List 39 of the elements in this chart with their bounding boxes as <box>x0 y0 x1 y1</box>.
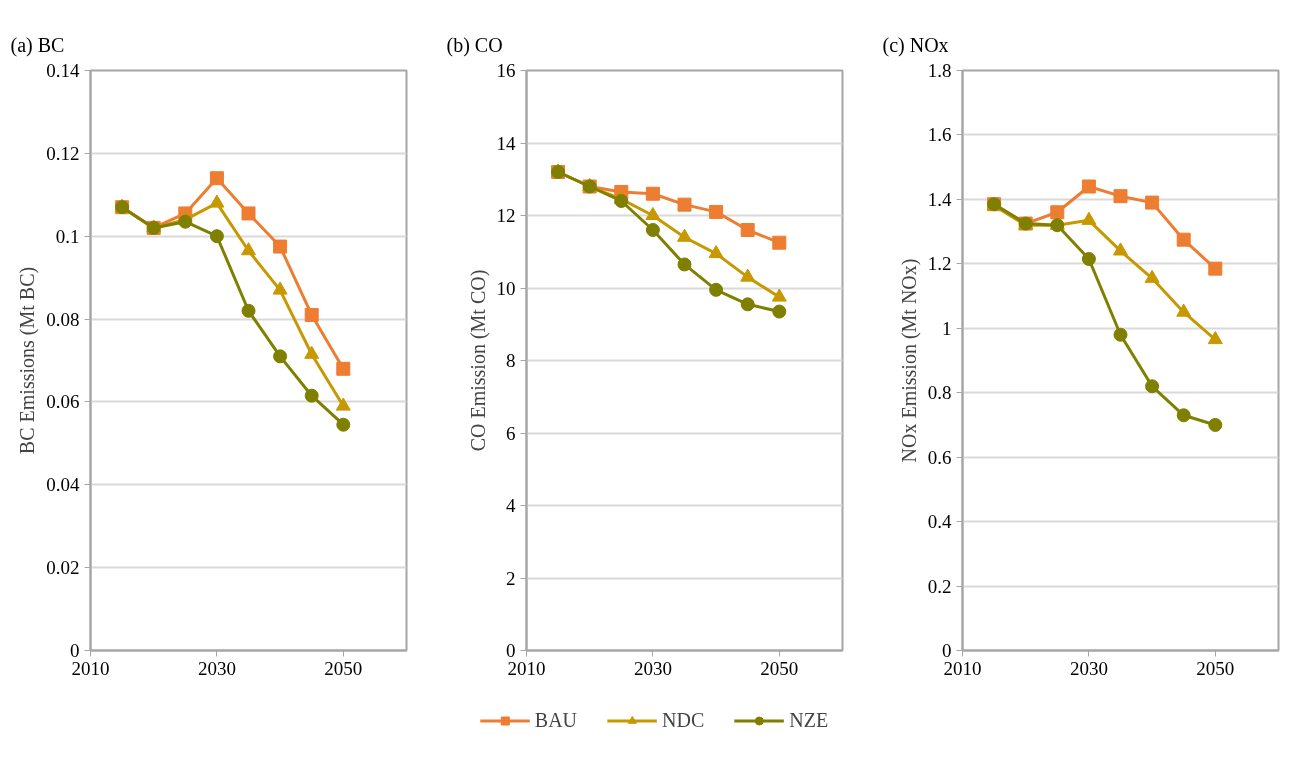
y-tick-label: 0.4 <box>927 511 952 533</box>
y-tick-label: 1 <box>942 317 952 339</box>
legend-label: NZE <box>789 708 829 732</box>
y-tick-label: 4 <box>506 495 516 516</box>
y-tick-label: 10 <box>496 277 516 299</box>
y-tick-label: 2 <box>506 567 516 589</box>
x-tick-label: 2050 <box>324 657 363 679</box>
chart-title: (b) CO <box>446 33 503 57</box>
y-axis-title: NOx Emission (Mt NOx) <box>897 258 921 463</box>
y-tick-label: 6 <box>506 422 516 444</box>
y-tick-label: 0.6 <box>927 446 952 468</box>
y-axis-title: BC Emissions (Mt BC) <box>16 266 40 455</box>
y-tick-label: 16 <box>496 60 516 81</box>
y-tick-label: 12 <box>496 205 516 226</box>
chart-title: (a) BC <box>10 33 65 57</box>
x-tick-label: 2030 <box>633 657 672 679</box>
y-axis-title: CO Emission (Mt CO) <box>466 269 490 452</box>
y-tick-label: 1.8 <box>927 60 952 81</box>
y-tick-label: 0.14 <box>46 60 80 81</box>
y-tick-label: 0.02 <box>46 557 80 579</box>
x-tick-label: 2030 <box>1069 657 1108 679</box>
y-tick-label: 0.04 <box>46 474 80 496</box>
y-tick-label: 14 <box>496 132 516 154</box>
chart-title: (c) NOx <box>882 33 949 57</box>
legend-label: NDC <box>662 708 705 732</box>
y-tick-label: 0.8 <box>927 382 952 404</box>
x-tick-label: 2030 <box>197 657 236 679</box>
x-tick-label: 2050 <box>1196 657 1235 679</box>
y-tick-label: 8 <box>506 350 516 371</box>
y-tick-label: 0.1 <box>55 225 80 247</box>
y-tick-label: 1.6 <box>927 124 952 146</box>
y-tick-label: 1.2 <box>927 253 952 275</box>
y-tick-label: 1.4 <box>927 188 952 210</box>
y-tick-label: 0.2 <box>927 575 952 597</box>
x-tick-label: 2050 <box>760 657 799 679</box>
y-tick-label: 0.12 <box>46 142 80 164</box>
y-tick-label: 0.06 <box>46 391 80 413</box>
legend-label: BAU <box>534 708 578 732</box>
y-tick-label: 0.08 <box>46 308 80 330</box>
